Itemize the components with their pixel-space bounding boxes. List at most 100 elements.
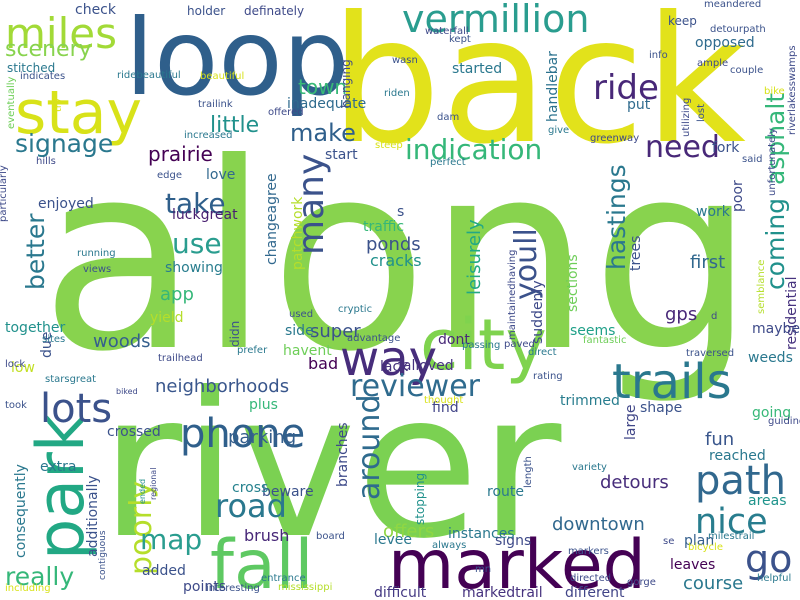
word-d: d: [711, 311, 718, 323]
word-along: along: [40, 107, 755, 408]
word-detourpath: detourpath: [710, 24, 766, 36]
word-prairie: prairie: [148, 142, 213, 167]
word-entrance: entrance: [261, 573, 306, 585]
word-length: length: [523, 456, 535, 488]
word-stopping: stopping: [412, 472, 427, 525]
word-changeagree: changeagree: [264, 173, 281, 265]
word-consequently: consequently: [13, 464, 30, 558]
word-waterfall: waterfall: [425, 26, 469, 38]
word-gorge: gorge: [627, 577, 656, 589]
word-cryptic: cryptic: [338, 304, 373, 316]
word-said: said: [742, 154, 763, 166]
word-miles: miles: [5, 9, 117, 59]
word-traffic: traffic: [363, 219, 405, 236]
word-directed: directed: [570, 573, 612, 585]
word-first: first: [690, 251, 726, 273]
word-branches: branches: [335, 422, 352, 487]
word-rating: rating: [533, 371, 563, 383]
word-poor: poor: [730, 180, 747, 212]
word-fantastic: fantastic: [583, 335, 627, 347]
word-hanging: hanging: [338, 59, 353, 108]
word-falloved: falloved: [398, 358, 454, 375]
word-enjoyed: enjoyed: [38, 196, 94, 213]
word-trimmed: trimmed: [560, 393, 620, 410]
word-woods: woods: [93, 330, 151, 352]
word-meandered: meandered: [704, 0, 762, 11]
word-added: added: [142, 563, 186, 580]
word-keep: keep: [668, 13, 697, 28]
word-prefer: prefer: [237, 345, 268, 357]
word-stitched: stitched: [7, 60, 56, 75]
word-kept: kept: [449, 34, 471, 46]
word-route: route: [487, 484, 524, 501]
word-inadequate: inadequate: [287, 96, 367, 113]
word-put: put: [627, 97, 651, 114]
word-ridebeautiful: ridebeautiful: [117, 70, 181, 82]
word-didn: didn: [227, 320, 242, 347]
word-gps: gps: [665, 303, 698, 325]
word-around: around: [351, 394, 387, 500]
word-path: path: [695, 457, 786, 504]
word-passing: passing: [462, 340, 501, 352]
word-different: different: [565, 585, 625, 600]
word-areas: areas: [748, 493, 787, 510]
word-unfortunately: unfortunately: [767, 128, 779, 196]
word-way: way: [340, 330, 438, 387]
word-offered: offered: [268, 107, 304, 119]
word-fun: fun: [705, 428, 735, 450]
word-neighborhoods: neighborhoods: [155, 375, 290, 397]
word-hastings: hastings: [601, 164, 631, 270]
word-phone: phone: [180, 410, 306, 457]
word-definately: definately: [244, 3, 305, 18]
word-used: used: [289, 309, 314, 321]
word-info: info: [649, 50, 668, 62]
word-reviewer: reviewer: [350, 368, 481, 404]
word-going: going: [752, 405, 792, 422]
word-ride: ride: [593, 68, 659, 109]
word-check: check: [75, 2, 116, 19]
word-super: super: [310, 320, 361, 342]
word-stay: stay: [15, 78, 143, 149]
word-ponds: ponds: [366, 233, 421, 255]
word-sites: sites: [42, 334, 66, 346]
word-side: side: [285, 323, 314, 340]
word-utilizing: utilizing: [681, 97, 693, 137]
word-markedtrail: markedtrail: [462, 585, 543, 600]
word-trailhead: trailhead: [158, 353, 203, 365]
word-brush: brush: [244, 525, 290, 545]
word-views: views: [83, 264, 112, 276]
word-extra: extra: [40, 459, 77, 476]
word-vermillion: vermillion: [402, 0, 590, 42]
word-difficult: difficult: [374, 585, 427, 600]
word-helpful: helpful: [757, 573, 792, 585]
word-leaves: leaves: [670, 557, 716, 574]
word-maybe: maybe: [752, 321, 800, 338]
word-patchwork: patchwork: [290, 196, 307, 270]
word-lots: lots: [40, 385, 113, 432]
word-bicycle: bicycle: [688, 542, 723, 554]
word-mn: mn: [475, 564, 492, 576]
word-river: river: [100, 350, 562, 583]
word-find: find: [432, 400, 459, 417]
word-hills: hills: [36, 156, 56, 168]
word-signage: signage: [15, 128, 114, 158]
word-suddenly: suddenly: [530, 280, 547, 344]
word-levee: levee: [374, 532, 413, 549]
word-greenway: greenway: [590, 133, 640, 145]
word-take: take: [165, 187, 226, 221]
word-riverlakesswamps: riverlakesswamps: [787, 45, 799, 135]
word-lock: lock: [5, 359, 26, 371]
word-luckgreat: luckgreat: [172, 207, 238, 224]
word-shape: shape: [640, 400, 683, 417]
word-give: give: [548, 125, 570, 137]
word-ended: ended: [137, 478, 147, 504]
word-residential: residential: [784, 276, 800, 350]
word-starsgreat: starsgreat: [45, 374, 97, 386]
word-sections: sections: [565, 254, 582, 312]
word-lack: lack: [380, 359, 409, 376]
word-seems: seems: [570, 323, 616, 340]
word-loop: loop: [125, 0, 350, 120]
word-downtown: downtown: [552, 513, 645, 535]
word-riden: riden: [384, 88, 410, 100]
word-showing: showing: [165, 260, 223, 277]
